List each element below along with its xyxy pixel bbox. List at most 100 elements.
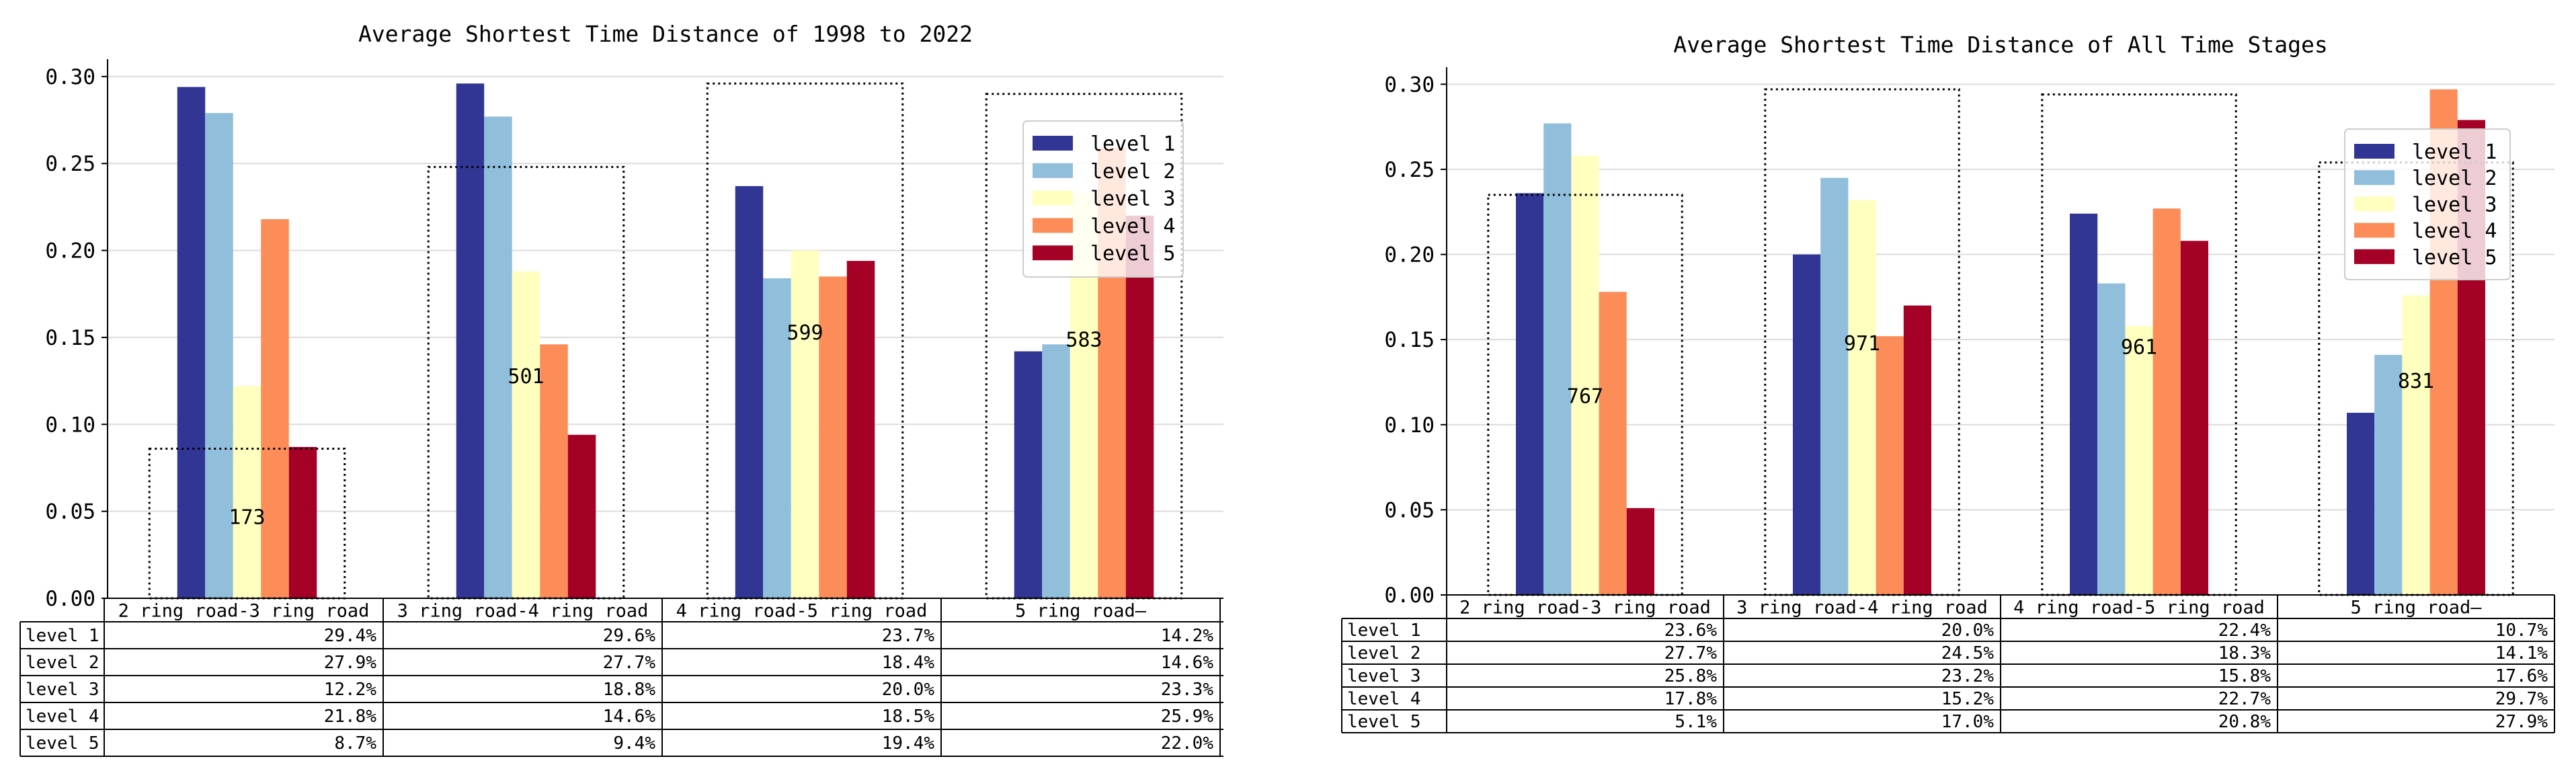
y-tick-label: 0.15 (1384, 328, 1435, 352)
legend-swatch-5 (2354, 249, 2394, 264)
count-label-1: 173 (229, 506, 265, 529)
table-cell: 20.0% (1941, 620, 1995, 641)
table-cell: 27.7% (1664, 643, 1718, 663)
table-cell: 18.4% (882, 653, 935, 673)
count-label-2: 501 (508, 365, 544, 389)
legend-label-4: level 4 (2412, 220, 2497, 243)
table-cell: 25.9% (1161, 707, 1214, 727)
legend-label-4: level 4 (1090, 214, 1175, 238)
legend-swatch-2 (2354, 170, 2394, 186)
table-cell: 21.8% (324, 707, 377, 727)
table-cell: 14.6% (1161, 653, 1214, 673)
bar-level-2-2 (484, 116, 512, 598)
bar-level-2-1 (205, 113, 233, 598)
count-label-3: 961 (2121, 335, 2157, 359)
bar-level-4-1 (1599, 292, 1627, 595)
bar-level-5-2 (567, 434, 596, 598)
table-cell: 20.0% (882, 680, 935, 700)
table-row-label-4: level 4 (26, 707, 99, 727)
table-cell: 23.3% (1161, 680, 1214, 700)
bar-level-5-1 (1626, 508, 1654, 595)
legend-frame (2344, 128, 2511, 280)
table-row-label-1: level 1 (26, 626, 99, 646)
bar-level-3-2 (1848, 200, 1876, 596)
y-tick-label: 0.10 (1384, 413, 1435, 438)
count-label-4: 831 (2398, 370, 2434, 393)
bar-level-3-1 (233, 386, 261, 598)
count-label-2: 971 (1844, 332, 1880, 356)
bar-level-3-3 (2125, 325, 2153, 595)
bar-level-1-1 (177, 87, 206, 598)
count-label-4: 583 (1065, 329, 1102, 352)
legend-swatch-1 (2354, 144, 2394, 159)
bar-level-3-2 (512, 271, 540, 598)
table-column-header-1: 2 ring road-3 ring road (1459, 598, 1711, 618)
table-cell: 23.2% (1941, 666, 1995, 686)
table-cell: 14.1% (2495, 643, 2548, 663)
bar-level-5-3 (2180, 241, 2208, 596)
bar-level-1-2 (1793, 254, 1821, 595)
chart-title: Average Shortest Time Distance of All Ti… (1673, 32, 2328, 58)
chart-title: Average Shortest Time Distance of 1998 t… (358, 21, 973, 47)
bar-level-3-1 (1571, 155, 1599, 595)
count-label-3: 599 (787, 321, 823, 345)
table-cell: 12.2% (324, 680, 377, 700)
chart-1: Average Shortest Time Distance of 1998 t… (19, 21, 1223, 757)
category-box-1 (1487, 194, 1683, 596)
legend-label-5: level 5 (1090, 242, 1175, 266)
table-cell: 17.8% (1664, 689, 1718, 709)
y-tick-label: 0.25 (45, 152, 95, 176)
chart-2: Average Shortest Time Distance of All Ti… (1341, 32, 2555, 733)
legend-label-1: level 1 (1090, 132, 1175, 156)
legend-swatch-2 (1033, 163, 1073, 178)
table-cell: 17.6% (2495, 666, 2548, 686)
table-column-header-4: 5 ring road— (1015, 601, 1147, 622)
category-box-2 (427, 165, 625, 600)
legend: level 1 level 2 level 3 level 4 level 5 (2344, 128, 2511, 280)
table-cell: 24.5% (1941, 643, 1995, 663)
bar-level-2-2 (1820, 177, 1849, 595)
legend-swatch-4 (1033, 218, 1073, 233)
y-tick-label: 0.10 (45, 413, 95, 437)
bar-level-1-3 (735, 186, 764, 599)
y-tick-label: 0.30 (1384, 73, 1435, 97)
table-row-label-1: level 1 (1347, 620, 1421, 641)
table-row-label-3: level 3 (26, 680, 99, 700)
table-cell: 27.9% (2495, 712, 2548, 732)
bar-level-2-3 (2097, 283, 2126, 595)
legend-swatch-3 (1033, 190, 1073, 206)
table-cell: 14.6% (603, 707, 656, 727)
table-cell: 9.4% (613, 733, 655, 754)
count-label-1: 767 (1567, 385, 1603, 409)
table-row-label-2: level 2 (26, 653, 99, 673)
bar-level-5-3 (846, 261, 875, 598)
table-cell: 10.7% (2495, 620, 2548, 641)
legend-swatch-3 (2354, 196, 2394, 212)
legend: level 1 level 2 level 3 level 4 level 5 (1022, 120, 1184, 278)
legend-label-5: level 5 (2412, 246, 2497, 270)
table-column-header-3: 4 ring road-5 ring road (2013, 598, 2265, 618)
table-cell: 19.4% (882, 733, 935, 754)
data-table: 2 ring road-3 ring road 3 ring road-4 rin… (1341, 594, 2555, 733)
y-tick-label: 0.05 (45, 500, 95, 524)
legend-swatch-4 (2354, 223, 2394, 238)
table-cell: 17.0% (1941, 712, 1995, 732)
table-cell: 27.7% (603, 653, 656, 673)
table-column-header-1: 2 ring road-3 ring road (118, 601, 370, 622)
table-cell: 29.7% (2495, 689, 2548, 709)
table-cell: 15.2% (1941, 689, 1995, 709)
table-cell: 27.9% (324, 653, 377, 673)
bar-level-4-3 (819, 276, 847, 598)
bar-level-5-2 (1903, 305, 1931, 595)
legend-label-1: level 1 (2412, 140, 2497, 164)
y-tick-label: 0.00 (45, 587, 95, 611)
table-cell: 22.7% (2218, 689, 2271, 709)
legend-swatch-5 (1033, 245, 1073, 261)
legend-label-3: level 3 (2412, 193, 2497, 216)
table-cell: 18.5% (882, 707, 935, 727)
table-row-label-3: level 3 (1347, 666, 1421, 686)
table-row-label-2: level 2 (1347, 643, 1421, 663)
bar-level-1-4 (2347, 413, 2375, 595)
